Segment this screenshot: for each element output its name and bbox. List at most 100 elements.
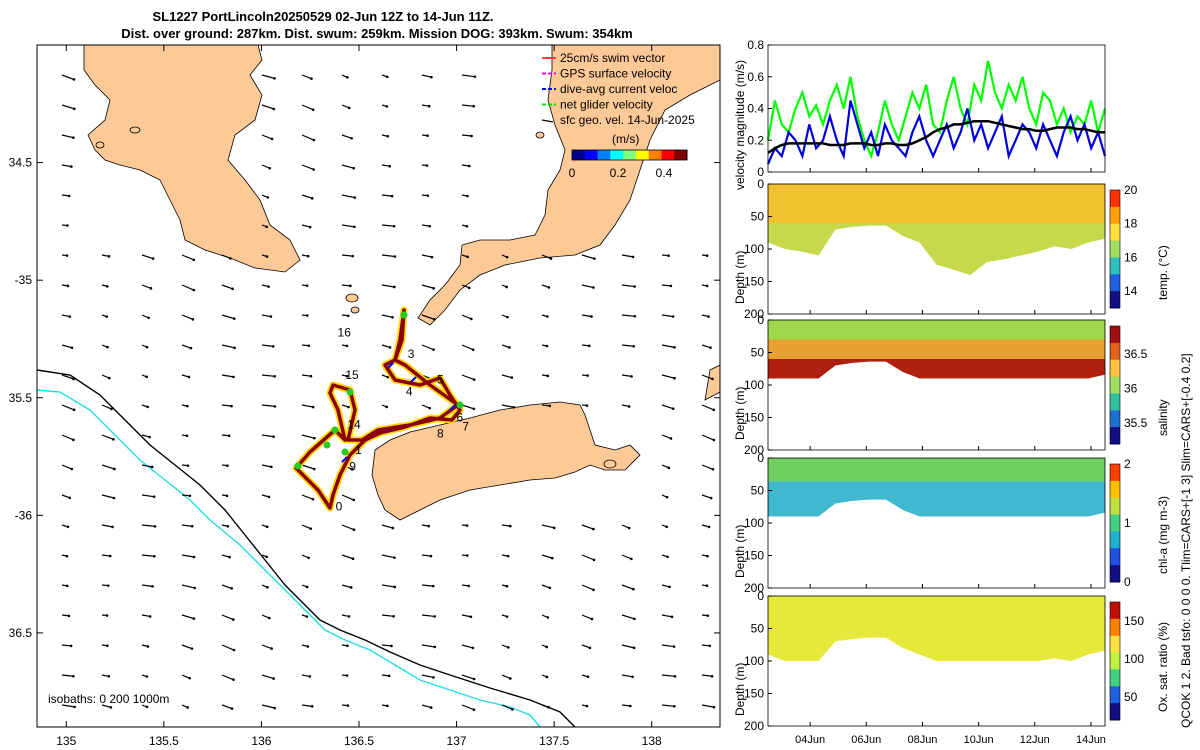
colorbar-segment	[648, 150, 662, 160]
geo-velocity-arrow	[461, 374, 475, 381]
geo-velocity-arrow	[261, 104, 275, 110]
geo-velocity-arrow	[181, 674, 190, 679]
geo-velocity-arrow	[381, 524, 394, 529]
geo-velocity-arrowhead	[390, 194, 394, 198]
net-velocity-marker	[456, 401, 464, 409]
title-line-2: Dist. over ground: 287km. Dist. swum: 25…	[121, 26, 633, 41]
geo-velocity-arrowhead	[311, 497, 315, 501]
geo-velocity-arrowhead	[673, 675, 677, 678]
geo-velocity-arrow	[381, 614, 394, 617]
geo-velocity-arrowhead	[108, 376, 111, 380]
geo-velocity-arrowhead	[392, 615, 395, 618]
geo-velocity-arrowhead	[192, 288, 196, 292]
geo-velocity-arrowhead	[631, 675, 634, 679]
day-label: 16	[338, 326, 352, 340]
geo-velocity-arrowhead	[712, 438, 716, 442]
geo-velocity-arrow	[61, 434, 74, 441]
y-tick-label: 150	[744, 687, 764, 701]
geo-velocity-arrowhead	[186, 404, 189, 408]
geo-velocity-arrow	[381, 224, 395, 227]
geo-velocity-arrowhead	[471, 348, 475, 351]
day-label: 9	[349, 460, 356, 474]
geo-velocity-arrow	[261, 614, 270, 619]
geo-velocity-arrow	[621, 314, 635, 317]
colorbar-frame	[1109, 325, 1121, 445]
geo-velocity-arrowhead	[228, 555, 231, 559]
geo-velocity-arrow	[61, 404, 75, 411]
geo-velocity-arrowhead	[69, 644, 73, 648]
colorbar-tick-label: 35.5	[1124, 416, 1148, 430]
geo-velocity-arrowhead	[351, 557, 355, 561]
geo-velocity-arrowhead	[346, 704, 350, 707]
date-tick-label: 12Jun	[1020, 734, 1050, 746]
geo-velocity-arrowhead	[429, 706, 433, 709]
geo-velocity-arrow	[181, 554, 195, 558]
geo-velocity-arrowhead	[305, 615, 309, 618]
geo-velocity-arrow	[621, 554, 632, 560]
geo-velocity-arrowhead	[630, 375, 633, 378]
geo-velocity-arrowhead	[391, 316, 394, 319]
lon-tick-label: 135	[56, 734, 76, 748]
geo-velocity-arrowhead	[306, 645, 310, 648]
geo-velocity-arrow	[421, 74, 432, 78]
geo-velocity-arrowhead	[189, 346, 193, 350]
geo-velocity-arrowhead	[708, 644, 712, 648]
geo-velocity-arrow	[261, 164, 270, 169]
geo-velocity-arrow	[301, 464, 315, 470]
geo-velocity-arrowhead	[386, 134, 390, 138]
geo-velocity-arrowhead	[709, 346, 712, 349]
geo-velocity-arrow	[621, 584, 634, 590]
geo-velocity-arrowhead	[472, 407, 476, 411]
geo-velocity-arrow	[581, 524, 594, 530]
geo-velocity-arrowhead	[273, 405, 277, 408]
geo-velocity-arrow	[341, 194, 355, 199]
geo-velocity-arrow	[221, 704, 233, 710]
geo-velocity-arrowhead	[309, 527, 313, 530]
geo-velocity-arrowhead	[586, 374, 589, 377]
geo-velocity-arrowhead	[65, 584, 69, 588]
geo-velocity-arrowhead	[667, 254, 670, 257]
geo-velocity-arrowhead	[350, 136, 353, 140]
geo-velocity-arrow	[301, 524, 312, 530]
geo-velocity-arrowhead	[667, 466, 671, 470]
geo-velocity-arrow	[581, 554, 595, 561]
colorbar-segment	[1110, 618, 1120, 637]
y-tick-label: 200	[744, 307, 764, 321]
geo-velocity-arrowhead	[72, 377, 75, 381]
lon-tick-label: 135.5	[149, 734, 179, 748]
geo-velocity-arrowhead	[345, 344, 349, 348]
geo-velocity-arrow	[621, 644, 635, 649]
geo-velocity-arrowhead	[106, 345, 109, 349]
geo-velocity-arrow	[461, 674, 475, 680]
geo-velocity-arrowhead	[433, 645, 437, 649]
geo-velocity-arrow	[141, 584, 153, 587]
geo-velocity-arrowhead	[312, 138, 316, 142]
geo-velocity-arrowhead	[512, 405, 516, 409]
geo-velocity-arrowhead	[153, 525, 157, 528]
geo-velocity-arrowhead	[391, 526, 395, 530]
geo-velocity-arrowhead	[305, 314, 309, 317]
geo-velocity-arrow	[421, 644, 435, 648]
geo-velocity-arrowhead	[267, 495, 271, 499]
geo-velocity-arrowhead	[105, 644, 109, 648]
geo-velocity-arrowhead	[265, 525, 269, 529]
colorbar-segment	[1110, 291, 1120, 309]
geo-velocity-arrowhead	[427, 524, 430, 528]
geo-velocity-arrowhead	[472, 677, 476, 681]
geo-velocity-arrowhead	[232, 618, 235, 621]
geo-velocity-arrow	[221, 314, 235, 320]
colorbar-tick-label: 0	[1124, 575, 1131, 589]
geo-velocity-arrow	[61, 374, 74, 380]
geo-velocity-arrow	[221, 644, 235, 651]
y-tick-label: 0	[757, 589, 764, 603]
geo-velocity-arrow	[61, 464, 73, 470]
geo-velocity-arrow	[621, 614, 635, 620]
geo-velocity-arrow	[341, 494, 354, 501]
legend-label: GPS surface velocity	[560, 67, 671, 81]
colorbar-tick-label: 2	[1124, 457, 1131, 471]
net-velocity-marker	[331, 426, 339, 434]
geo-velocity-arrowhead	[232, 678, 235, 681]
geo-velocity-arrowhead	[431, 584, 435, 588]
geo-velocity-arrow	[461, 404, 475, 410]
geo-velocity-arrow	[101, 704, 112, 708]
